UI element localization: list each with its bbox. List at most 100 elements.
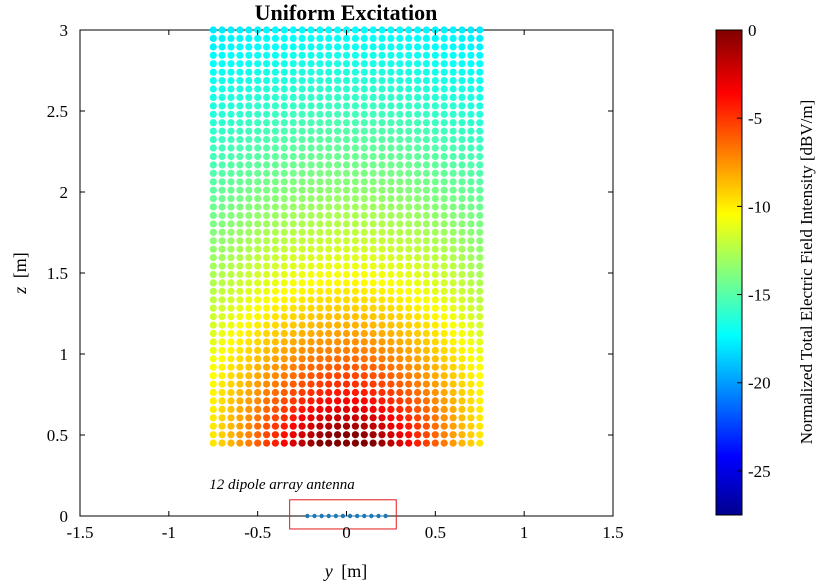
field-point — [458, 152, 466, 161]
field-point — [369, 60, 377, 68]
field-point — [334, 355, 342, 363]
field-point — [263, 34, 271, 43]
field-point — [405, 68, 413, 76]
field-point — [316, 26, 324, 34]
field-point — [449, 296, 457, 304]
field-point — [325, 93, 333, 101]
field-point — [289, 321, 297, 329]
field-point — [227, 93, 235, 101]
field-point — [271, 355, 279, 363]
field-point — [458, 203, 466, 211]
field-point — [236, 152, 244, 161]
field-point — [387, 287, 395, 295]
field-point — [342, 380, 351, 388]
field-point — [280, 414, 288, 422]
field-point — [405, 321, 413, 329]
field-point — [414, 355, 422, 363]
field-point — [342, 186, 351, 194]
field-point — [422, 220, 430, 228]
field-point — [236, 397, 244, 405]
field-point — [307, 388, 315, 397]
field-point — [360, 211, 368, 220]
field-point — [218, 211, 226, 220]
field-point — [263, 68, 271, 76]
field-point — [307, 338, 315, 346]
field-point — [405, 287, 413, 295]
field-point — [289, 313, 297, 321]
field-point — [351, 93, 359, 101]
field-point — [467, 228, 475, 236]
field-point — [209, 195, 217, 203]
field-point — [334, 77, 342, 85]
field-point — [227, 127, 235, 135]
field-point — [227, 60, 235, 68]
field-point — [280, 77, 288, 85]
field-point — [263, 228, 271, 236]
field-point — [307, 119, 315, 127]
field-point — [458, 110, 466, 118]
field-point — [227, 144, 235, 152]
field-point — [342, 77, 351, 85]
field-point — [218, 161, 226, 169]
field-point — [440, 211, 448, 220]
field-point — [334, 254, 342, 262]
field-point — [307, 43, 315, 51]
field-point — [414, 313, 422, 321]
field-point — [396, 93, 404, 101]
field-point — [378, 397, 386, 405]
field-point — [351, 85, 359, 93]
field-point — [227, 321, 235, 329]
field-point — [271, 262, 279, 270]
field-point — [449, 43, 457, 51]
field-point — [396, 237, 404, 245]
field-point — [405, 136, 413, 144]
field-point — [414, 237, 422, 245]
field-point — [316, 152, 324, 161]
field-point — [431, 161, 439, 169]
field-point — [378, 43, 386, 51]
field-point — [440, 313, 448, 321]
field-point — [271, 178, 279, 186]
field-point — [405, 439, 413, 447]
field-point — [369, 136, 377, 144]
field-point — [218, 127, 226, 135]
field-point — [422, 380, 430, 388]
field-point — [271, 237, 279, 245]
field-point — [360, 60, 368, 68]
field-point — [209, 329, 217, 338]
field-point — [280, 161, 288, 169]
field-point — [378, 119, 386, 127]
field-point — [422, 414, 430, 422]
field-point — [396, 313, 404, 321]
field-point — [254, 355, 262, 363]
field-point — [387, 405, 395, 413]
field-point — [440, 186, 448, 194]
field-point — [422, 152, 430, 161]
field-point — [280, 304, 288, 312]
field-point — [334, 422, 342, 430]
field-point — [227, 211, 235, 220]
field-point — [360, 304, 368, 312]
field-point — [387, 102, 395, 110]
field-point — [245, 34, 253, 43]
field-point — [236, 329, 244, 338]
field-point — [396, 102, 404, 110]
field-point — [387, 245, 395, 253]
field-point — [209, 51, 217, 59]
field-point — [307, 237, 315, 245]
field-point — [476, 296, 484, 304]
field-point — [307, 144, 315, 152]
field-point — [342, 372, 351, 380]
field-point — [280, 51, 288, 59]
field-point — [298, 186, 306, 194]
field-point — [209, 296, 217, 304]
field-point — [227, 431, 235, 439]
field-point — [387, 397, 395, 405]
field-point — [378, 279, 386, 287]
field-point — [307, 102, 315, 110]
field-point — [476, 279, 484, 287]
field-point — [405, 270, 413, 279]
field-point — [325, 169, 333, 177]
field-point — [458, 329, 466, 338]
field-point — [396, 287, 404, 295]
